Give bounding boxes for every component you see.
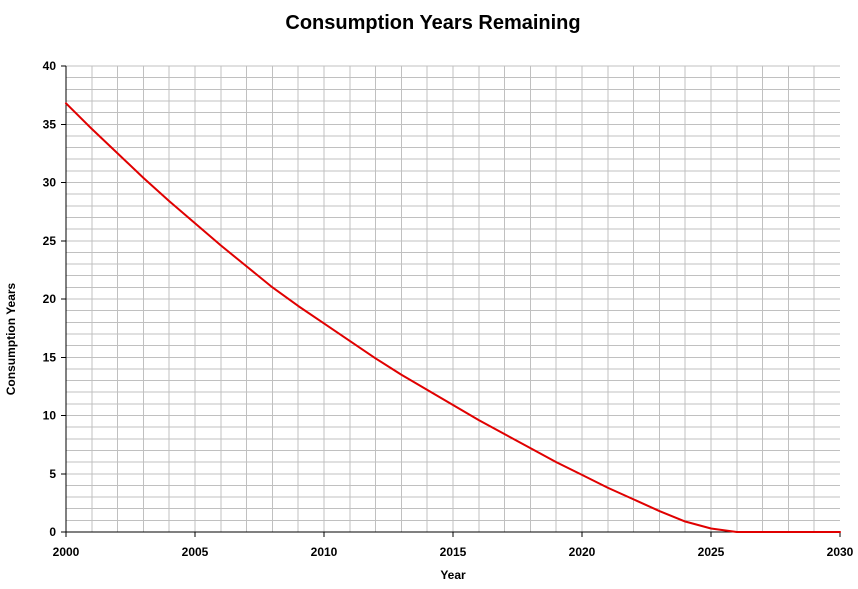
y-tick-label: 10 bbox=[43, 409, 57, 423]
y-tick-label: 40 bbox=[43, 59, 57, 73]
y-tick-label: 15 bbox=[43, 350, 57, 364]
y-axis-label: Consumption Years bbox=[4, 282, 18, 395]
x-tick-label: 2010 bbox=[311, 545, 338, 559]
chart-title: Consumption Years Remaining bbox=[285, 12, 580, 34]
x-axis-label: Year bbox=[440, 568, 466, 582]
grid bbox=[66, 65, 840, 532]
series bbox=[65, 102, 841, 533]
x-tick-label: 2030 bbox=[827, 545, 854, 559]
y-tick-label: 5 bbox=[49, 467, 56, 481]
x-tick-label: 2025 bbox=[698, 545, 725, 559]
x-tick-label: 2000 bbox=[53, 545, 80, 559]
x-tick-label: 2005 bbox=[182, 545, 209, 559]
y-tick-label: 25 bbox=[43, 234, 57, 248]
y-tick-label: 35 bbox=[43, 117, 57, 131]
x-tick-label: 2015 bbox=[440, 545, 467, 559]
y-tick-label: 0 bbox=[49, 525, 56, 539]
x-tick-label: 2020 bbox=[569, 545, 596, 559]
y-tick-label: 30 bbox=[43, 176, 57, 190]
y-tick-label: 20 bbox=[43, 292, 57, 306]
series-line bbox=[65, 102, 841, 533]
